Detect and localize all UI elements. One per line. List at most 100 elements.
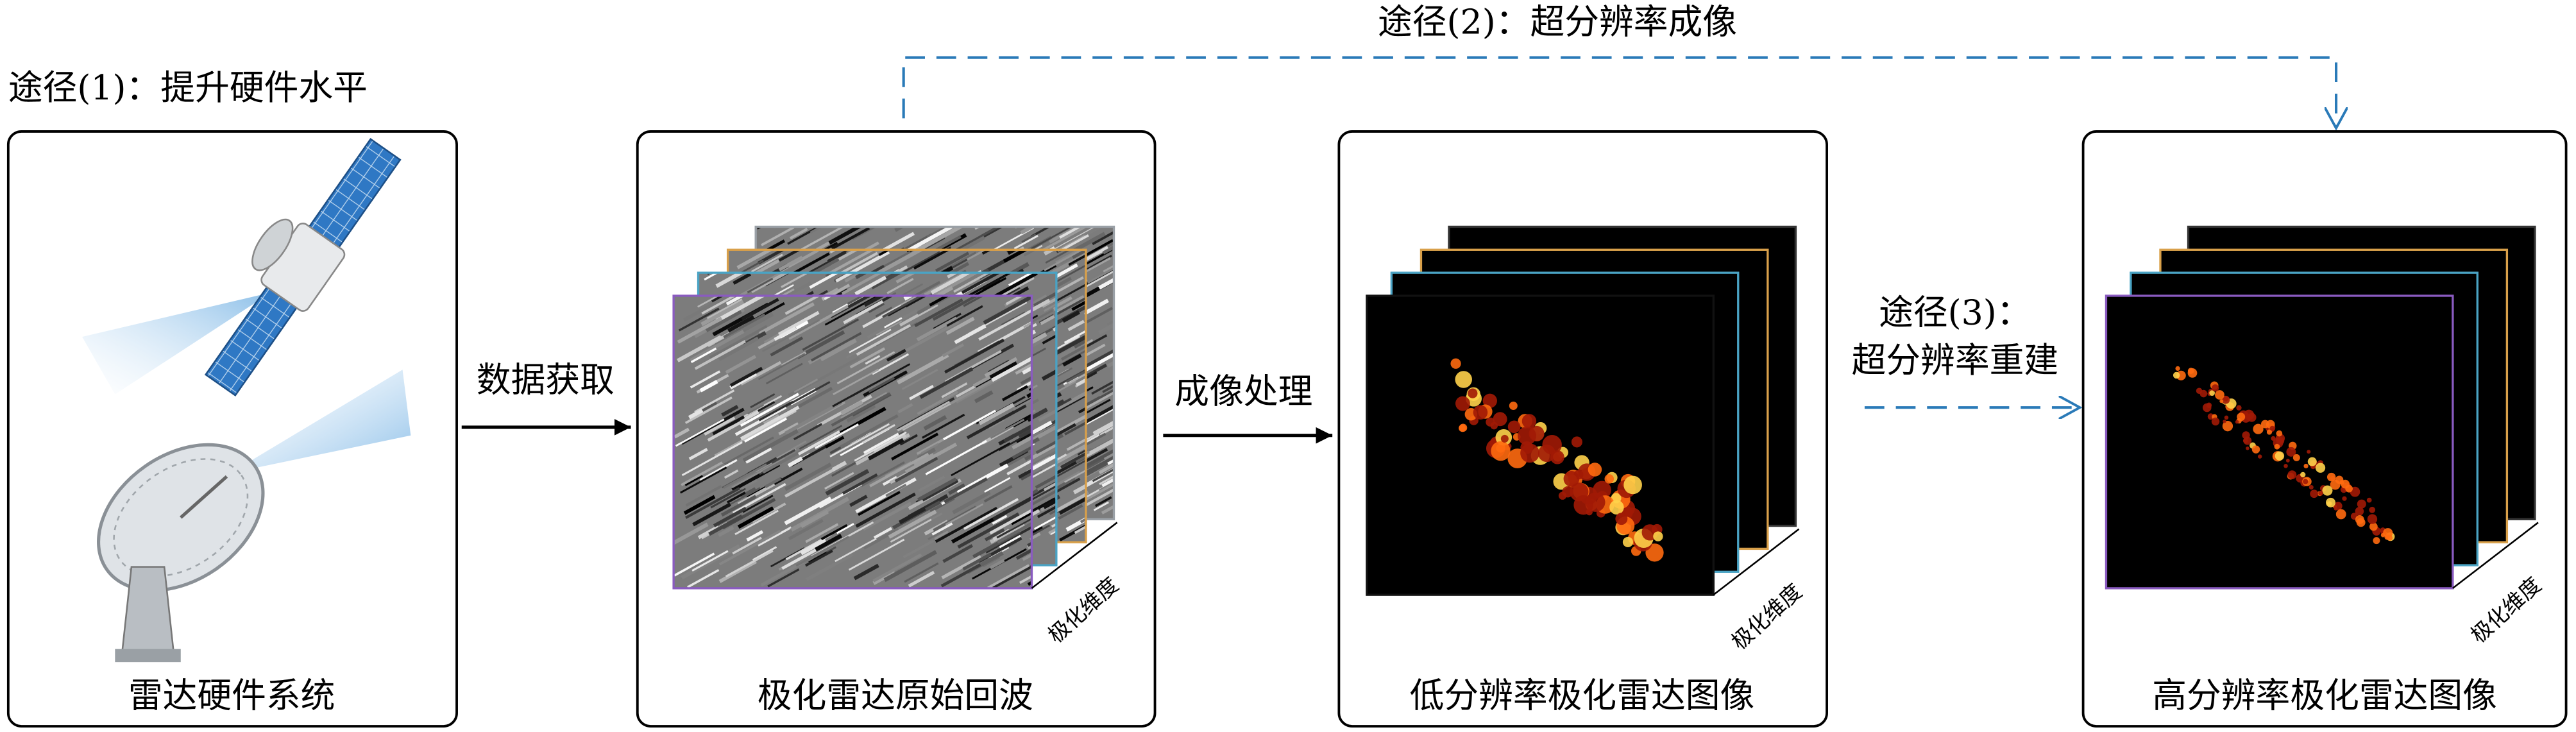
texture [1099,426,1114,436]
texture [675,418,725,447]
scatter-point [1588,463,1602,477]
texture [683,495,716,515]
texture [1093,501,1109,511]
texture [677,335,722,362]
texture [1092,420,1114,436]
texture [978,309,1032,341]
scatter-point [2223,420,2226,423]
texture [860,461,905,488]
texture [998,438,1021,452]
scatter-point [1509,402,1518,411]
texture [902,233,932,251]
texture [825,436,845,448]
texture [793,378,818,393]
texture [721,405,739,417]
texture [684,474,704,486]
texture [891,432,939,461]
scatter-point [2253,423,2264,434]
texture [729,371,758,389]
scatter-point [1490,421,1498,430]
texture [970,325,1017,353]
texture [1038,409,1056,422]
texture [720,495,757,517]
texture [1008,273,1034,287]
image-layer [1366,294,1715,596]
image-frame [1366,294,1715,596]
texture [684,396,733,424]
texture [920,443,939,454]
texture [788,518,824,541]
texture [840,391,888,420]
texture [1033,291,1056,307]
scatter-point [1482,393,1497,408]
texture [1101,504,1114,515]
scatter-point [2246,447,2250,450]
texture [999,534,1021,549]
texture [784,400,843,435]
texture [1103,264,1114,273]
texture [699,459,738,481]
texture [865,355,881,365]
texture [1094,496,1112,507]
texture [941,382,968,398]
texture [771,449,796,464]
scatter-point [2334,502,2343,511]
scatter-point [2367,514,2378,524]
texture [841,273,883,295]
texture [1048,296,1086,319]
texture [1098,463,1114,475]
texture [957,512,1020,549]
texture [781,273,808,288]
texture [840,414,899,448]
scatter-point [2355,507,2364,516]
scatter-point [1518,426,1536,445]
texture [674,552,715,577]
scatter-point [2303,479,2309,484]
texture [691,550,729,572]
texture [885,484,907,497]
scatter-point [2173,371,2180,379]
texture [1063,330,1086,344]
texture [1012,398,1032,411]
texture [984,357,1018,378]
texture [788,305,849,340]
texture [784,497,832,525]
scatter-point [2326,472,2336,482]
dashed-arrow [902,56,2336,128]
texture [836,351,895,384]
scatter-point [2237,413,2246,421]
texture [1076,378,1086,387]
scatter-point [2318,491,2323,496]
texture [840,400,863,416]
texture [697,525,719,540]
texture [680,466,727,494]
scatter-point [2276,436,2285,445]
texture [987,564,1030,588]
texture [822,250,876,278]
scatter-point [1571,436,1582,448]
texture [983,485,1013,503]
texture [1097,322,1114,335]
texture [902,403,951,431]
texture [750,393,775,409]
texture [836,523,854,534]
texture [953,273,991,293]
texture [1020,376,1032,386]
texture [828,226,863,245]
texture [742,410,797,441]
texture [1003,423,1032,443]
texture [1042,334,1056,345]
scatter-point [2251,445,2260,454]
texture [677,316,723,344]
texture [861,424,895,444]
texture [899,507,926,525]
hardware-illustration [82,137,411,663]
texture [1059,226,1083,239]
scatter-point [2285,458,2290,463]
texture [752,502,786,523]
texture [736,250,774,269]
texture [874,250,885,255]
texture [761,226,795,246]
texture [1083,423,1114,442]
scatter-point [1609,500,1624,515]
